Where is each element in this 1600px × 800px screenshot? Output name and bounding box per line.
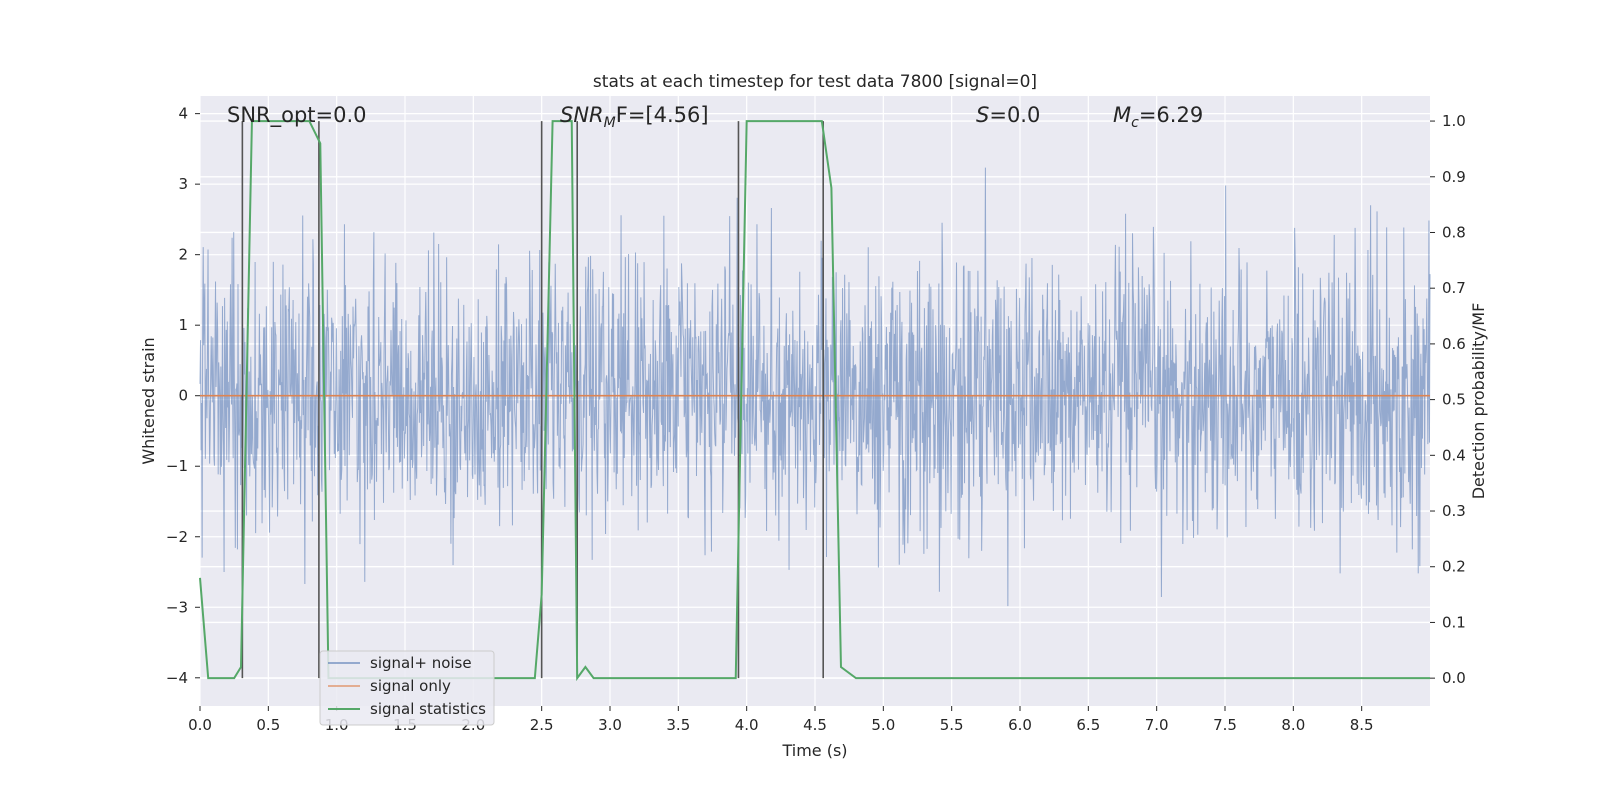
x-axis-ticks: 0.00.51.01.52.02.53.03.54.04.55.05.56.06… [188, 706, 1374, 734]
y2-tick-label-9: 0.1 [1442, 613, 1466, 631]
x-tick-label-14: 7.0 [1145, 716, 1169, 734]
y-tick-label-8: −4 [166, 669, 188, 687]
x-tick-label-13: 6.5 [1076, 716, 1100, 734]
x-tick-label-8: 4.0 [735, 716, 759, 734]
y2-tick-label-7: 0.3 [1442, 502, 1466, 520]
x-tick-label-15: 7.5 [1213, 716, 1237, 734]
y2-tick-label-4: 0.6 [1442, 335, 1466, 353]
y2-tick-label-3: 0.7 [1442, 279, 1466, 297]
annotation-snr-mf: SNRMF=[4.56] [560, 103, 709, 131]
y2-tick-label-10: 0.0 [1442, 669, 1466, 687]
x-tick-label-12: 6.0 [1008, 716, 1032, 734]
annotation-s: S=0.0 [976, 103, 1040, 127]
y-tick-label-6: −2 [166, 528, 188, 546]
y2-tick-label-6: 0.4 [1442, 446, 1466, 464]
y2-axis-label: Detection probability/MF [1469, 303, 1488, 500]
series-signal-noise [199, 167, 1431, 607]
x-axis-label: Time (s) [781, 741, 847, 760]
y-tick-label-1: 3 [178, 175, 188, 193]
x-tick-label-17: 8.5 [1350, 716, 1374, 734]
y2-tick-label-0: 1.0 [1442, 112, 1466, 130]
y-tick-label-0: 4 [178, 105, 188, 123]
y-axis-label: Whitened strain [139, 337, 158, 464]
chart-title: stats at each timestep for test data 780… [593, 72, 1037, 92]
annotation-snr-mf-value: F=[4.56] [616, 103, 709, 127]
x-tick-label-1: 0.5 [256, 716, 280, 734]
x-tick-label-7: 3.5 [666, 716, 690, 734]
y-tick-label-2: 2 [178, 246, 188, 264]
x-tick-label-6: 3.0 [598, 716, 622, 734]
y-tick-label-7: −3 [166, 598, 188, 616]
x-tick-label-10: 5.0 [871, 716, 895, 734]
legend-label-signal-only: signal only [370, 677, 451, 695]
annotation-s-value: =0.0 [989, 103, 1040, 127]
annotation-snr-opt: SNR_opt=0.0 [227, 103, 367, 128]
y-tick-label-5: −1 [166, 457, 188, 475]
y2-tick-label-5: 0.5 [1442, 391, 1466, 409]
annotation-mc-value: =6.29 [1139, 103, 1203, 127]
x-tick-label-0: 0.0 [188, 716, 212, 734]
legend-box [319, 650, 495, 726]
y-tick-label-3: 1 [178, 316, 188, 334]
x-tick-label-5: 2.5 [530, 716, 554, 734]
x-tick-label-11: 5.5 [940, 716, 964, 734]
y2-tick-label-1: 0.9 [1442, 168, 1466, 186]
legend-label-signal-statistics: signal statistics [370, 700, 486, 718]
series-signal-statistics [199, 120, 1430, 682]
legend-label-signal-noise: signal+ noise [370, 654, 472, 672]
y2-axis-ticks: 1.0 0.9 0.8 0.7 0.6 0.5 0.4 0.3 0.2 0.1 0.0 [1430, 112, 1466, 687]
y-axis-ticks: 4 3 2 1 0 −1 −2 −3 −4 [166, 105, 200, 687]
y-tick-label-4: 0 [178, 387, 188, 405]
y2-tick-label-8: 0.2 [1442, 558, 1466, 576]
legend: signal+ noise signal only signal statist… [319, 650, 495, 726]
y2-tick-label-2: 0.8 [1442, 223, 1466, 241]
signal-noise-trace [199, 167, 1431, 607]
annotation-mc: Mc=6.29 [1113, 103, 1203, 131]
x-tick-label-9: 4.5 [803, 716, 827, 734]
x-tick-label-16: 8.0 [1281, 716, 1305, 734]
